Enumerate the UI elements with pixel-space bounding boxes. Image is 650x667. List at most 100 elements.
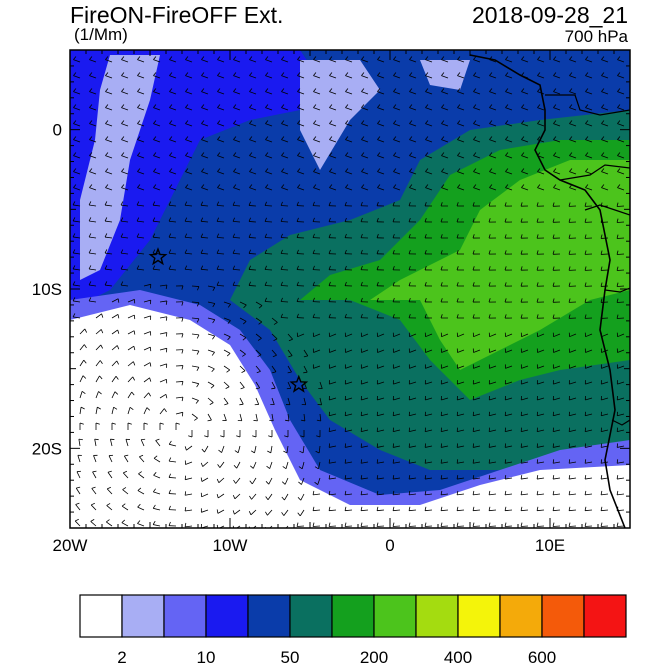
wind-barb [184, 249, 193, 255]
wind-barb [536, 475, 545, 480]
wind-barb [408, 249, 417, 255]
wind-barb [344, 380, 353, 385]
wind-barb [489, 72, 497, 79]
wind-barb [488, 314, 497, 319]
wind-barb [312, 490, 321, 496]
wind-barb [223, 301, 231, 308]
colorbar-swatch [457, 594, 501, 638]
wind-barb [536, 411, 545, 417]
wind-barb [169, 136, 177, 143]
wind-barb [89, 88, 97, 95]
wind-barb [88, 201, 97, 207]
wind-barb [408, 411, 417, 417]
wind-barb [616, 250, 625, 255]
wind-barb [552, 459, 561, 464]
wind-barb [185, 152, 193, 159]
wind-barb [584, 218, 593, 223]
wind-barb [313, 168, 321, 175]
wind-barb [345, 104, 353, 111]
wind-barb [271, 365, 277, 374]
colorbar: 2 10 50 200 400 600 [79, 594, 627, 667]
wind-barb [536, 314, 545, 319]
wind-barb [344, 201, 353, 207]
wind-barb [233, 88, 241, 95]
colorbar-label: 400 [444, 648, 472, 667]
wind-barb [329, 152, 337, 159]
wind-barb [127, 361, 136, 367]
pressure-level-label: 700 hPa [564, 27, 628, 46]
wind-barb [248, 233, 257, 239]
wind-barb [169, 152, 177, 159]
extinction-field [70, 50, 630, 528]
wind-barb [376, 427, 385, 433]
wind-barb [281, 525, 289, 528]
wind-barb [318, 381, 323, 390]
colorbar-label: 10 [197, 648, 216, 667]
x-tick-label: 0 [385, 536, 394, 555]
wind-barb [121, 519, 129, 527]
wind-barb [568, 202, 577, 207]
wind-barb [232, 233, 241, 239]
wind-barb [79, 344, 87, 351]
wind-barb [392, 475, 401, 480]
wind-barb [79, 406, 85, 415]
wind-barb [328, 459, 337, 464]
wind-barb [200, 508, 209, 513]
wind-barb [106, 519, 113, 527]
wind-barb [425, 184, 433, 191]
wind-barb [265, 104, 273, 111]
wind-barb [72, 201, 81, 207]
wind-barb [120, 265, 129, 271]
wind-barb [520, 522, 529, 527]
wind-barb [329, 88, 337, 95]
wind-barb [120, 233, 129, 239]
wind-barb [536, 202, 545, 207]
wind-barb [120, 249, 129, 255]
wind-barb [312, 217, 321, 223]
wind-barb [584, 395, 593, 401]
wind-barb [393, 88, 401, 95]
wind-barb [440, 459, 449, 464]
wind-barb [216, 249, 225, 255]
wind-barb [239, 333, 247, 341]
wind-barb [473, 152, 481, 159]
wind-barb [222, 413, 227, 422]
wind-barb [585, 184, 593, 191]
wind-barb [601, 152, 609, 159]
wind-barb [143, 331, 152, 336]
wind-barb [153, 168, 161, 175]
wind-barb [520, 234, 529, 239]
wind-barb [185, 120, 193, 127]
wind-barb [223, 397, 229, 406]
wind-barb [520, 459, 529, 464]
wind-barb [296, 313, 305, 319]
wind-barb [328, 475, 337, 480]
wind-barb [296, 249, 305, 255]
wind-barb [137, 72, 145, 79]
wind-barb [315, 445, 321, 454]
wind-barb [200, 249, 209, 255]
wind-barb [392, 281, 401, 287]
wind-barb [424, 250, 433, 255]
wind-barb [79, 375, 87, 383]
wind-barb [584, 298, 593, 303]
wind-barb [216, 477, 225, 484]
wind-barb [266, 461, 273, 469]
wind-barb [601, 168, 609, 175]
wind-barb [137, 56, 145, 63]
wind-barb [328, 233, 337, 239]
wind-barb [537, 104, 545, 111]
wind-barb [207, 333, 216, 340]
wind-barb [520, 282, 529, 287]
wind-barb [249, 168, 257, 175]
wind-barb [361, 72, 369, 79]
wind-barb [297, 493, 305, 501]
wind-barb [585, 72, 593, 79]
wind-barb [456, 364, 465, 369]
wind-barb [233, 72, 241, 79]
wind-barb [536, 364, 545, 369]
wind-barb [153, 136, 161, 143]
wind-barb [553, 88, 561, 95]
wind-barb [520, 380, 529, 385]
wind-barb [217, 104, 225, 111]
